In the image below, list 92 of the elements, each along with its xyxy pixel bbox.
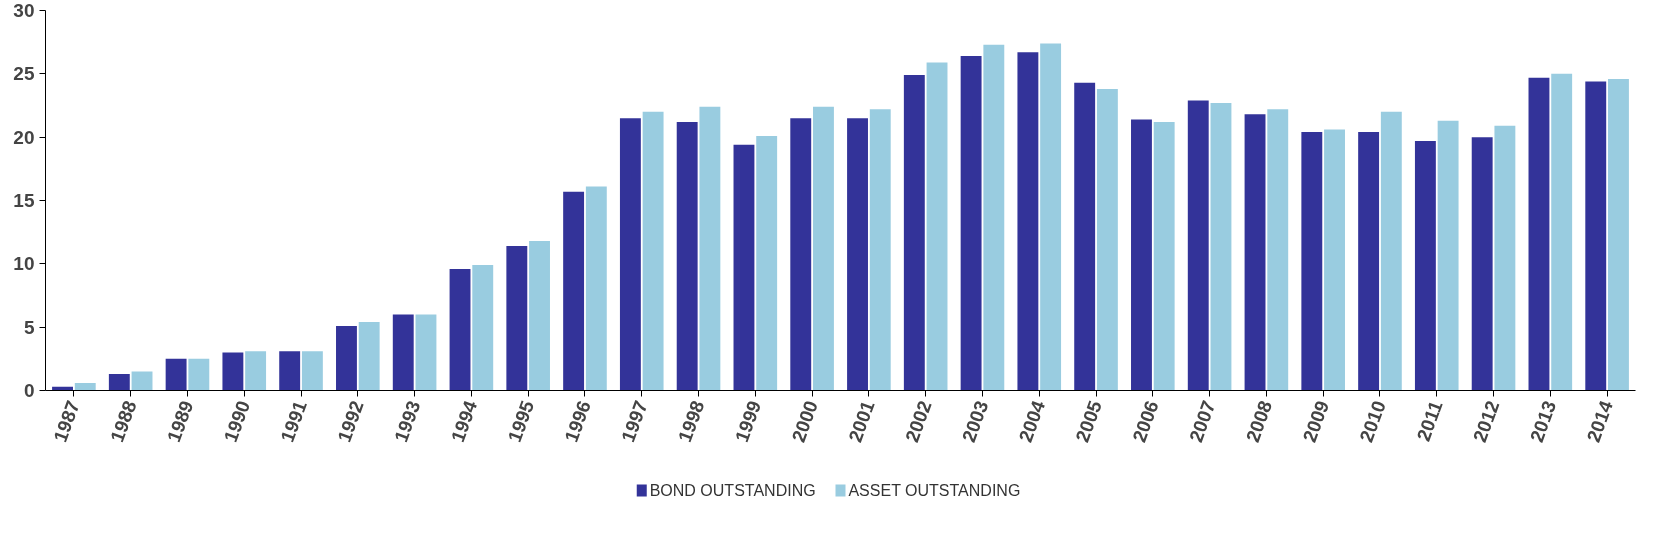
y-tick-label: 20 xyxy=(13,126,35,148)
x-tick-label: 2001 xyxy=(844,397,879,445)
y-tick-label: 0 xyxy=(23,380,35,401)
x-tick-label: 1990 xyxy=(219,397,255,445)
bar xyxy=(1040,43,1062,391)
x-tick-label: 1991 xyxy=(276,397,312,445)
y-tick-label: 15 xyxy=(13,190,35,211)
bar xyxy=(245,351,267,391)
x-tick-label: 1994 xyxy=(447,397,482,445)
x-tick-label: 2011 xyxy=(1412,397,1447,444)
bar xyxy=(733,144,755,391)
x-tick-label: 2012 xyxy=(1469,397,1504,445)
bar xyxy=(983,44,1005,391)
legend-label: ASSET OUTSTANDING xyxy=(848,482,1021,499)
bar xyxy=(1380,111,1402,391)
bar xyxy=(585,186,607,391)
bar xyxy=(131,371,153,391)
bar xyxy=(1187,100,1209,391)
x-tick-label: 1989 xyxy=(163,397,198,445)
y-tick-label: 10 xyxy=(13,253,35,275)
bar xyxy=(642,111,664,391)
x-tick-label: 1987 xyxy=(49,397,84,445)
bar xyxy=(415,314,437,391)
bar xyxy=(1551,73,1573,391)
bar xyxy=(563,191,585,391)
x-tick-label: 2008 xyxy=(1242,397,1277,445)
legend-label: BOND OUTSTANDING xyxy=(649,482,816,499)
bar xyxy=(869,109,891,391)
y-tick-label: 30 xyxy=(13,0,35,21)
bar xyxy=(1585,81,1607,391)
x-tick-label: 1995 xyxy=(503,397,539,445)
bar xyxy=(619,118,641,391)
x-tick-label: 2014 xyxy=(1582,397,1618,445)
bar xyxy=(222,352,244,391)
bar xyxy=(358,322,380,391)
bar xyxy=(903,75,925,391)
y-tick-label: 5 xyxy=(23,316,35,338)
bar xyxy=(813,106,834,391)
bar xyxy=(188,358,210,391)
bar xyxy=(1131,119,1152,391)
bar xyxy=(301,351,323,391)
bar xyxy=(676,121,698,391)
x-tick-label: 1992 xyxy=(333,397,368,445)
bar xyxy=(926,62,948,391)
bar xyxy=(392,314,414,391)
bar xyxy=(1608,78,1629,391)
bar xyxy=(1528,77,1550,391)
bar xyxy=(472,265,494,391)
bar xyxy=(1471,137,1493,391)
bar xyxy=(1210,102,1232,391)
y-tick-label: 25 xyxy=(13,63,35,85)
bar xyxy=(847,118,868,391)
bar xyxy=(165,358,187,391)
x-tick-label: 1997 xyxy=(617,397,652,445)
bar xyxy=(1324,129,1345,391)
bar xyxy=(1358,132,1380,391)
x-tick-label: 2010 xyxy=(1355,397,1390,445)
bar xyxy=(529,241,550,391)
x-tick-label: 2004 xyxy=(1014,397,1050,445)
x-tick-label: 1996 xyxy=(560,397,595,445)
bar xyxy=(1267,109,1289,391)
x-tick-label: 2005 xyxy=(1071,397,1107,445)
bar xyxy=(1414,140,1436,391)
bar xyxy=(699,106,721,391)
bar xyxy=(1153,121,1175,391)
bar xyxy=(960,56,982,391)
x-tick-label: 2007 xyxy=(1185,397,1220,445)
bar xyxy=(790,118,812,391)
x-tick-label: 1999 xyxy=(730,397,766,445)
bar xyxy=(1244,114,1266,391)
bar xyxy=(1437,120,1459,391)
x-tick-label: 1998 xyxy=(674,397,709,445)
x-tick-label: 1988 xyxy=(106,397,141,445)
x-tick-label: 2006 xyxy=(1128,397,1163,445)
bar xyxy=(506,246,528,391)
x-tick-label: 2000 xyxy=(787,397,822,445)
x-tick-label: 2009 xyxy=(1298,397,1334,445)
bar xyxy=(756,135,778,391)
x-tick-label: 2003 xyxy=(958,397,993,445)
bar xyxy=(336,325,357,391)
bar xyxy=(449,268,471,391)
x-tick-label: 2002 xyxy=(901,397,936,445)
bar xyxy=(108,374,130,391)
x-tick-label: 1993 xyxy=(390,397,425,445)
bar xyxy=(1494,125,1516,391)
bar xyxy=(74,382,96,391)
bar xyxy=(1301,132,1323,391)
x-tick-label: 2013 xyxy=(1525,397,1561,445)
bar xyxy=(1096,89,1118,391)
bar xyxy=(1074,82,1096,391)
bar xyxy=(279,351,301,391)
bar xyxy=(1017,52,1039,391)
